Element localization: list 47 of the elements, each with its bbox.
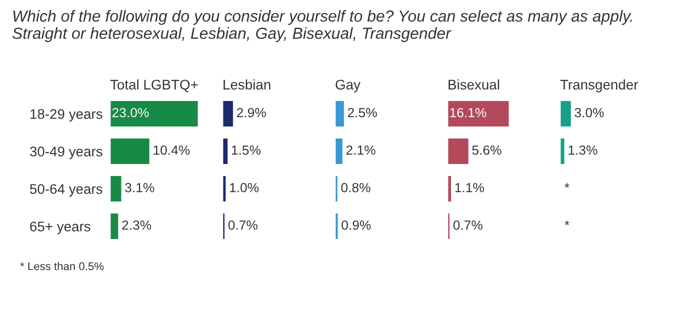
text: * Less than 0.5% — [20, 262, 104, 270]
series-label: Bisexual — [448, 79, 500, 90]
data-label: 2.3% — [122, 220, 152, 230]
series-label: Transgender — [560, 79, 638, 92]
bar — [110, 137, 151, 166]
data-label: 0.7% — [453, 220, 482, 230]
y-tick-label: 30-49 years — [30, 146, 102, 160]
data-label: 5.6% — [472, 145, 502, 155]
data-label: 0.9% — [342, 220, 371, 230]
data-label: 10.4% — [154, 145, 190, 155]
series-label: Gay — [336, 80, 360, 92]
data-label: 2.1% — [346, 145, 376, 155]
bar — [222, 212, 226, 240]
data-label: 23.0% — [112, 108, 149, 118]
data-label: 0.7% — [228, 220, 258, 230]
data-label: 2.9% — [236, 108, 266, 118]
bar — [110, 174, 123, 203]
bar — [335, 100, 346, 128]
bar — [448, 137, 470, 166]
series-label: Total LGBTQ+ — [110, 79, 198, 92]
bar — [335, 137, 344, 166]
bar — [222, 137, 229, 166]
series-label: Lesbian — [224, 79, 270, 90]
data-label: 1.0% — [230, 182, 259, 192]
y-tick-label: 50-64 years — [30, 184, 102, 197]
data-label: 1.1% — [455, 183, 484, 192]
text: Which of the following do you consider yourself to be? You can select as many as apply. Straight or heterosexual, Lesbian, Gay, Bisexual, Transgender — [12, 10, 632, 42]
data-label: 3.1% — [125, 182, 154, 192]
bar — [335, 174, 339, 203]
bar — [448, 174, 452, 203]
text: * — [564, 183, 570, 188]
bar — [335, 212, 340, 240]
bar — [448, 212, 451, 240]
data-label: 0.8% — [341, 182, 370, 192]
data-label: 3.0% — [574, 108, 604, 118]
data-label: 16.1% — [450, 108, 486, 118]
bar — [110, 212, 120, 240]
data-label: 2.5% — [348, 108, 377, 118]
bar — [222, 174, 228, 203]
data-label: 1.5% — [232, 146, 261, 155]
text: * — [564, 220, 570, 226]
bar — [222, 100, 234, 128]
bar — [110, 100, 200, 128]
bar — [448, 100, 510, 128]
data-label: 1.3% — [568, 145, 598, 155]
y-tick-label: 18-29 years — [30, 109, 102, 122]
y-tick-label: 65+ years — [30, 222, 90, 234]
